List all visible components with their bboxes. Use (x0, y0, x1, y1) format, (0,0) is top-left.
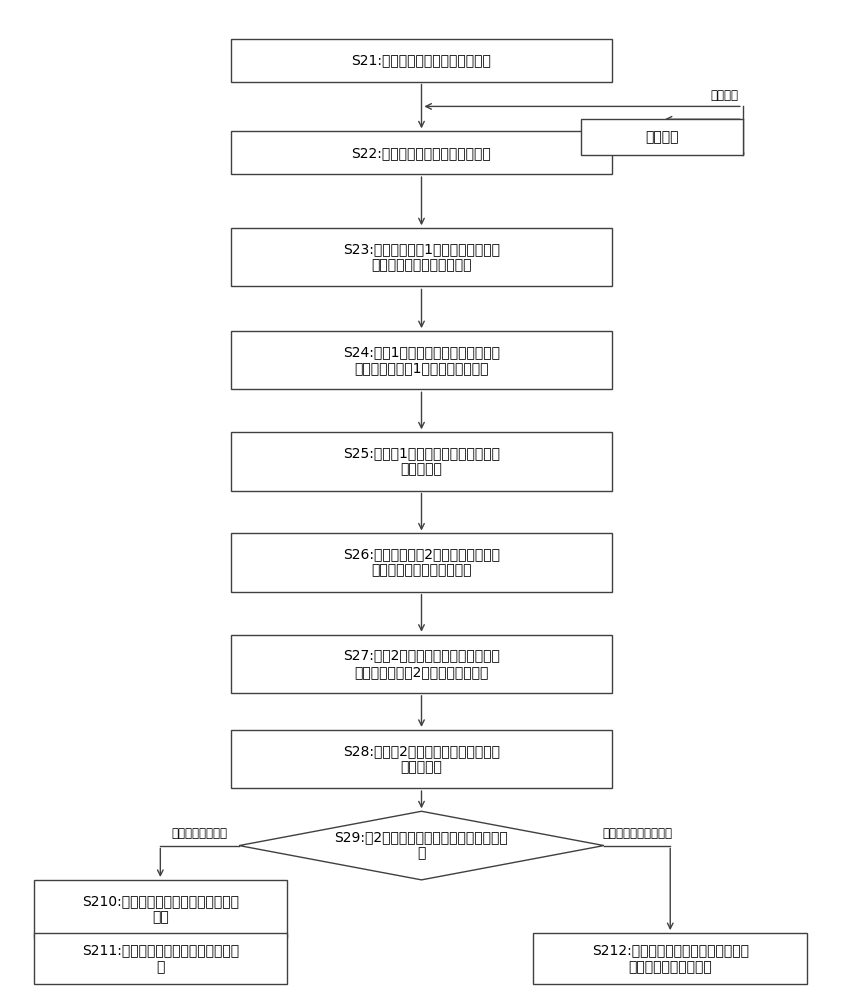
Text: S28:计算第2个待判断基准频率与基准
频率的差值: S28:计算第2个待判断基准频率与基准 频率的差值 (343, 744, 500, 774)
Bar (231, 635, 612, 693)
Bar (231, 39, 612, 82)
Text: S212:将电磁屏原来保存的基准频率保
留为校准后的基准频率: S212:将电磁屏原来保存的基准频率保 留为校准后的基准频率 (592, 944, 749, 974)
Text: S29:将2个差值的绝对值与预设阈值进行比
较: S29:将2个差值的绝对值与预设阈值进行比 较 (335, 830, 508, 861)
Bar (34, 933, 287, 984)
Text: S25:计算第1个待判断基准频率与基准
频率的差值: S25:计算第1个待判断基准频率与基准 频率的差值 (343, 446, 500, 477)
Text: S210:计算若干个待判断基准频率的平
均值: S210:计算若干个待判断基准频率的平 均值 (82, 894, 239, 924)
Bar (34, 880, 287, 938)
Text: S23:电磁屏获取第1组电磁笔的信号从
无到有时的多个频率信号值: S23:电磁屏获取第1组电磁笔的信号从 无到有时的多个频率信号值 (343, 242, 500, 272)
Bar (581, 119, 743, 155)
Bar (231, 730, 612, 788)
Bar (231, 432, 612, 491)
Text: S21:初始化，读取存储的基准频率: S21:初始化，读取存储的基准频率 (352, 53, 491, 67)
Text: S26:电磁屏获取第2组电磁笔的信号从
无到有时的多个频率信号值: S26:电磁屏获取第2组电磁笔的信号从 无到有时的多个频率信号值 (343, 547, 500, 578)
Text: S211:将平均值确定为校准后的基准频
率: S211:将平均值确定为校准后的基准频 率 (82, 944, 239, 974)
Text: 继续扫描: 继续扫描 (711, 89, 738, 102)
Bar (231, 533, 612, 592)
Text: S22:电磁屏主动扫描电磁笔的信号: S22:电磁屏主动扫描电磁笔的信号 (352, 146, 491, 160)
Polygon shape (239, 811, 604, 880)
Text: 未扫描到: 未扫描到 (645, 130, 679, 144)
Bar (534, 933, 807, 984)
Text: 均处于阈值范围内: 均处于阈值范围内 (172, 827, 228, 840)
Bar (231, 331, 612, 389)
Bar (231, 131, 612, 174)
Text: 未全部处于阈值范围内: 未全部处于阈值范围内 (602, 827, 672, 840)
Text: S24:对第1组的多个频率信号值进行滤
波处理，获得第1个待判断基准频率: S24:对第1组的多个频率信号值进行滤 波处理，获得第1个待判断基准频率 (343, 345, 500, 375)
Bar (231, 228, 612, 286)
Text: S27:对第2组的多个频率信号值进行滤
波处理，获得第2个待判断基准频率: S27:对第2组的多个频率信号值进行滤 波处理，获得第2个待判断基准频率 (343, 649, 500, 679)
